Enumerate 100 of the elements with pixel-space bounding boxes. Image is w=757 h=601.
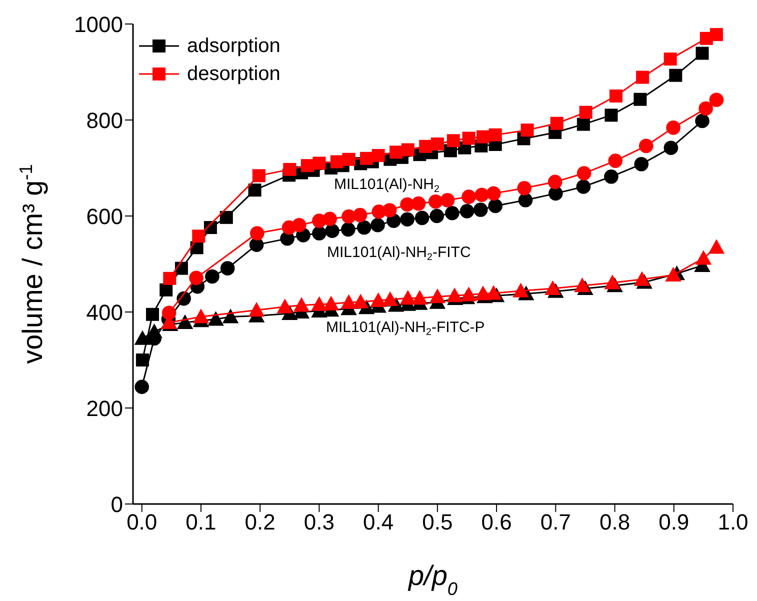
point <box>462 190 476 204</box>
point <box>634 92 647 106</box>
point <box>429 288 446 304</box>
point <box>430 208 444 224</box>
x-tick-label: 0.0 <box>126 510 158 535</box>
x-tick-label: 0.8 <box>599 510 630 535</box>
point <box>330 155 344 168</box>
point <box>401 143 414 156</box>
point <box>708 239 725 254</box>
point <box>609 90 622 102</box>
point <box>666 120 680 135</box>
point <box>248 184 262 197</box>
point <box>462 132 476 145</box>
y-tick-label: 800 <box>86 108 123 133</box>
point <box>276 298 294 314</box>
x-tick-label: 0.1 <box>186 510 216 535</box>
point <box>669 68 682 82</box>
point <box>360 152 373 165</box>
legend-label: desorption <box>187 63 280 85</box>
point <box>370 218 385 232</box>
y-tick-label: 0 <box>110 492 123 517</box>
point <box>293 297 310 312</box>
point <box>356 220 372 235</box>
point <box>460 204 474 218</box>
point <box>445 206 460 220</box>
point <box>550 116 564 130</box>
point <box>412 290 428 305</box>
point <box>312 226 326 240</box>
point <box>134 380 150 394</box>
x-tick-label: 0.5 <box>422 510 453 535</box>
point <box>517 181 532 196</box>
point <box>473 202 488 217</box>
point <box>518 193 533 208</box>
point <box>634 271 650 286</box>
point <box>474 286 492 300</box>
y-tick-label: 600 <box>86 204 123 229</box>
point <box>372 149 385 162</box>
point <box>146 324 162 338</box>
point <box>488 128 502 142</box>
point <box>189 270 204 286</box>
point <box>300 159 314 172</box>
point <box>250 226 264 240</box>
point <box>604 108 618 122</box>
point <box>220 210 233 224</box>
point <box>520 124 534 137</box>
point <box>342 209 356 224</box>
point <box>311 296 328 311</box>
x-tick-label: 1.0 <box>718 510 748 535</box>
point <box>341 222 356 237</box>
point <box>604 169 618 184</box>
point <box>390 146 403 159</box>
point <box>576 180 591 194</box>
point <box>282 220 296 235</box>
y-tick-label: 200 <box>86 396 123 421</box>
point <box>325 224 340 238</box>
point <box>700 32 713 45</box>
point <box>220 261 235 276</box>
annotation: MIL101(Al)-NH$_{2}$ <box>334 176 440 195</box>
point <box>440 193 455 208</box>
point <box>176 314 194 330</box>
point <box>163 272 176 285</box>
point <box>544 280 561 295</box>
x-tick-label: 0.3 <box>304 510 335 535</box>
point <box>638 138 654 154</box>
x-axis-title: p/p$_{0}$ <box>407 560 458 599</box>
point <box>634 157 649 172</box>
point <box>340 294 357 309</box>
annotation: MIL101(Al)-NH$_{2}$-FITC <box>327 244 471 263</box>
point <box>208 311 224 326</box>
x-tick-label: 0.2 <box>244 510 276 535</box>
point <box>400 197 414 212</box>
point <box>636 70 650 84</box>
point <box>695 250 712 265</box>
point <box>222 308 239 324</box>
point <box>574 277 590 292</box>
point <box>312 156 326 170</box>
point <box>548 174 562 190</box>
point <box>160 283 173 296</box>
point <box>312 214 326 228</box>
point <box>709 92 724 107</box>
point <box>430 138 444 150</box>
point <box>460 286 477 302</box>
point <box>134 330 151 345</box>
point <box>486 186 501 201</box>
point <box>488 198 503 214</box>
point <box>205 269 220 284</box>
point <box>400 212 414 227</box>
point <box>604 274 621 290</box>
point <box>664 52 677 66</box>
point <box>446 288 463 302</box>
point <box>576 118 590 131</box>
x-tick-label: 0.9 <box>658 510 690 535</box>
point <box>512 282 529 298</box>
x-tick-label: 0.6 <box>481 510 512 535</box>
point <box>665 266 682 282</box>
x-tick-label: 0.4 <box>363 510 394 535</box>
point <box>664 140 678 155</box>
point <box>579 106 592 119</box>
point <box>252 169 266 182</box>
point <box>474 188 489 202</box>
